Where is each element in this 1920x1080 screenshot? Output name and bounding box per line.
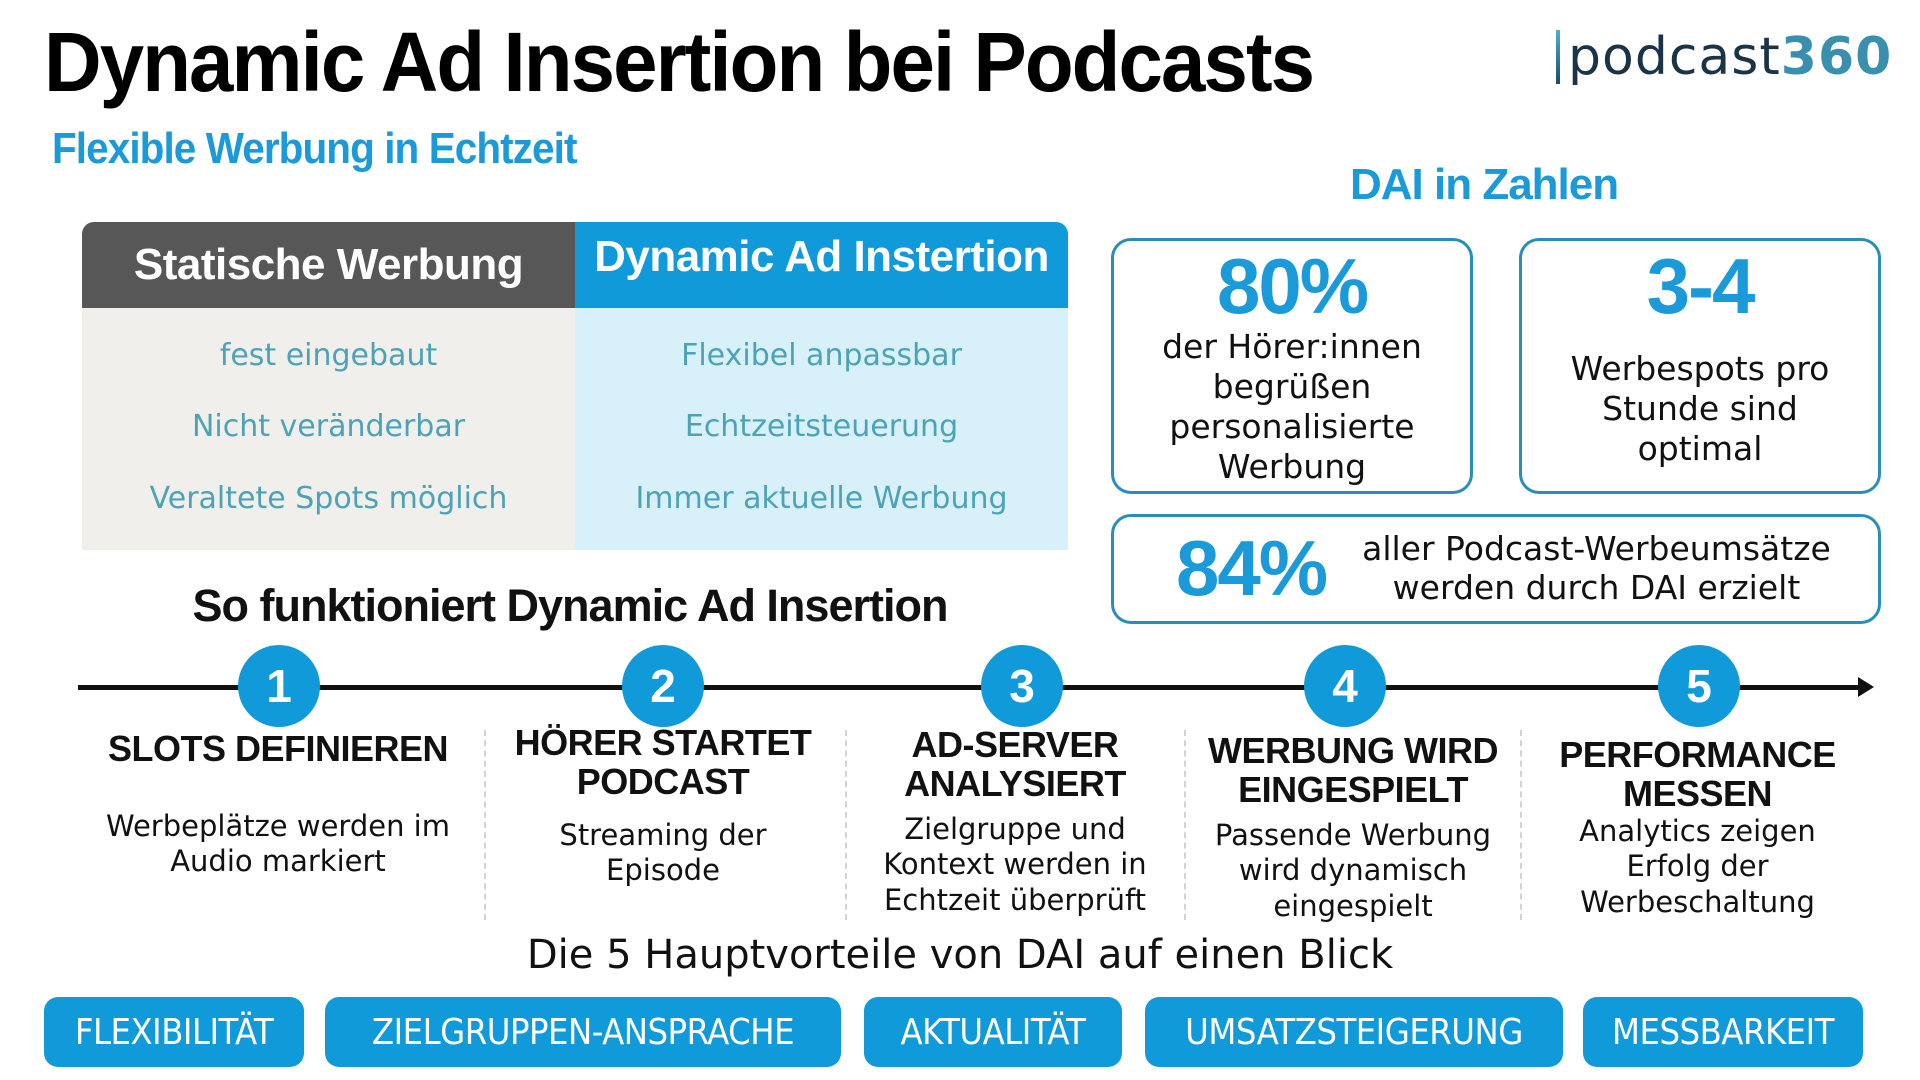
step-4-number-badge: 4 — [1304, 645, 1386, 727]
stat-value: 3-4 — [1646, 242, 1756, 330]
dynamic-ad-insertion-heading: Dynamic Ad Instertion — [575, 222, 1068, 308]
stat-card-spots-per-hour: 3-4 Werbespots pro Stunde sind optimal — [1519, 238, 1881, 494]
static-item: Veraltete Spots möglich — [149, 480, 508, 516]
step-divider — [1184, 730, 1186, 920]
stat-value: 80% — [1216, 242, 1369, 330]
stat-card-revenue-share: 84% aller Podcast-Werbeumsätze werden du… — [1111, 514, 1881, 624]
stat-value: 84% — [1176, 524, 1328, 613]
timeline-line — [78, 685, 1862, 690]
logo-text: podcast — [1568, 27, 1781, 87]
static-advertising-heading: Statische Werbung — [82, 222, 575, 308]
benefits-title: Die 5 Hauptvorteile von DAI auf einen Bl… — [526, 932, 1394, 978]
static-advertising-column: Statische Werbung fest eingebaut Nicht v… — [82, 222, 575, 550]
timeline-arrow-icon — [1858, 677, 1874, 697]
step-5-number-badge: 5 — [1658, 645, 1740, 727]
benefit-chip-timeliness: AKTUALITÄT — [864, 997, 1122, 1067]
process-step: PERFORMANCE MESSEN Analytics zeigen Erfo… — [1525, 734, 1870, 920]
stat-description: der Hörer:innen begrüßen personalisierte… — [1162, 326, 1422, 487]
stats-title: DAI in Zahlen — [1350, 160, 1619, 209]
logo-bar-icon — [1556, 30, 1560, 84]
benefit-chip-revenue-growth: UMSATZSTEIGERUNG — [1145, 997, 1563, 1067]
process-step: HÖRER STARTET PODCAST Streaming der Epis… — [488, 722, 838, 889]
step-3-number-badge: 3 — [981, 645, 1063, 727]
step-description: Passende Werbung wird dynamisch eingespi… — [1214, 817, 1492, 923]
page-subtitle: Flexible Werbung in Echtzeit — [52, 124, 577, 173]
step-divider — [1520, 730, 1522, 920]
process-step: SLOTS DEFINIEREN Werbeplätze werden im A… — [78, 728, 478, 880]
benefit-chip-flexibility: FLEXIBILITÄT — [44, 997, 304, 1067]
dynamic-ad-insertion-column: Dynamic Ad Instertion Flexibel anpassbar… — [575, 222, 1068, 550]
stat-description: aller Podcast-Werbeumsätze werden durch … — [1362, 529, 1831, 607]
podcast360-logo: podcast 360 — [1556, 30, 1892, 84]
stat-description: Werbespots pro Stunde sind optimal — [1570, 348, 1830, 469]
dynamic-item: Echtzeitsteuerung — [684, 409, 959, 445]
step-title: AD-SERVER ANALYSIERT — [904, 724, 1126, 804]
process-title: So funktioniert Dynamic Ad Insertion — [192, 580, 949, 631]
dynamic-item: Immer aktuelle Werbung — [635, 480, 1008, 516]
static-item: fest eingebaut — [219, 338, 438, 374]
benefit-chip-measurability: MESSBARKEIT — [1583, 997, 1863, 1067]
step-2-number-badge: 2 — [622, 645, 704, 727]
dynamic-item: Flexibel anpassbar — [681, 338, 962, 374]
step-description: Werbeplätze werden im Audio markiert — [105, 808, 450, 879]
process-step: WERBUNG WIRD EINGESPIELT Passende Werbun… — [1188, 730, 1518, 924]
static-item: Nicht veränderbar — [191, 409, 466, 445]
step-description: Streaming der Episode — [559, 817, 767, 888]
step-description: Analytics zeigen Erfolg der Werbeschaltu… — [1579, 813, 1816, 919]
step-divider — [845, 730, 847, 920]
dynamic-ad-insertion-list: Flexibel anpassbar Echtzeitsteuerung Imm… — [575, 308, 1068, 550]
logo-number: 360 — [1780, 27, 1893, 87]
step-title: HÖRER STARTET PODCAST — [514, 722, 812, 802]
step-title: PERFORMANCE MESSEN — [1559, 734, 1836, 814]
process-step: AD-SERVER ANALYSIERT Zielgruppe und Kont… — [850, 724, 1180, 918]
step-1-number-badge: 1 — [238, 645, 320, 727]
step-description: Zielgruppe und Kontext werden in Echtzei… — [883, 811, 1147, 917]
page-title: Dynamic Ad Insertion bei Podcasts — [44, 15, 1315, 109]
static-advertising-list: fest eingebaut Nicht veränderbar Veralte… — [82, 308, 575, 550]
stat-card-listeners: 80% der Hörer:innen begrüßen personalisi… — [1111, 238, 1473, 494]
benefit-chip-target-audience: ZIELGRUPPEN-ANSPRACHE — [325, 997, 841, 1067]
step-title: WERBUNG WIRD EINGESPIELT — [1208, 730, 1498, 810]
step-title: SLOTS DEFINIEREN — [107, 728, 449, 769]
comparison-table: Statische Werbung fest eingebaut Nicht v… — [82, 222, 1068, 550]
step-divider — [484, 730, 486, 920]
